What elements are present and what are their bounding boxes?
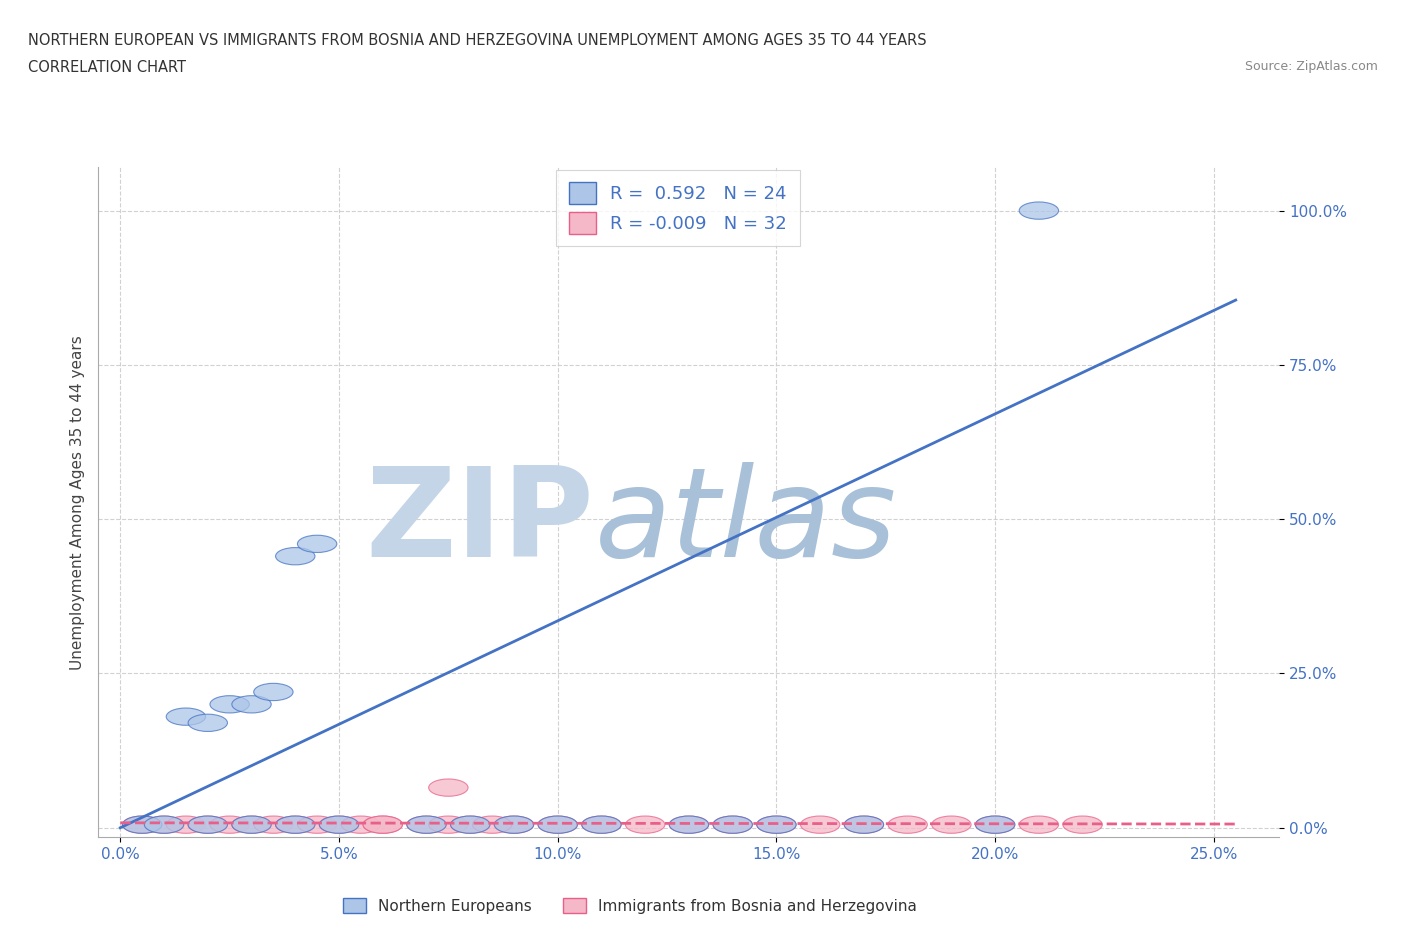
- Ellipse shape: [495, 816, 534, 833]
- Ellipse shape: [472, 816, 512, 833]
- Ellipse shape: [713, 816, 752, 833]
- Ellipse shape: [319, 816, 359, 833]
- Ellipse shape: [429, 816, 468, 833]
- Ellipse shape: [976, 816, 1015, 833]
- Ellipse shape: [298, 536, 337, 552]
- Ellipse shape: [450, 816, 489, 833]
- Ellipse shape: [538, 816, 578, 833]
- Ellipse shape: [713, 816, 752, 833]
- Text: NORTHERN EUROPEAN VS IMMIGRANTS FROM BOSNIA AND HERZEGOVINA UNEMPLOYMENT AMONG A: NORTHERN EUROPEAN VS IMMIGRANTS FROM BOS…: [28, 33, 927, 47]
- Ellipse shape: [166, 708, 205, 725]
- Ellipse shape: [626, 816, 665, 833]
- Text: CORRELATION CHART: CORRELATION CHART: [28, 60, 186, 75]
- Text: Source: ZipAtlas.com: Source: ZipAtlas.com: [1244, 60, 1378, 73]
- Ellipse shape: [429, 779, 468, 796]
- Legend: Northern Europeans, Immigrants from Bosnia and Herzegovina: Northern Europeans, Immigrants from Bosn…: [337, 892, 922, 920]
- Ellipse shape: [406, 816, 446, 833]
- Ellipse shape: [538, 816, 578, 833]
- Ellipse shape: [188, 816, 228, 833]
- Ellipse shape: [976, 816, 1015, 833]
- Ellipse shape: [232, 816, 271, 833]
- Ellipse shape: [253, 684, 292, 700]
- Ellipse shape: [188, 714, 228, 732]
- Y-axis label: Unemployment Among Ages 35 to 44 years: Unemployment Among Ages 35 to 44 years: [69, 335, 84, 670]
- Ellipse shape: [844, 816, 883, 833]
- Text: atlas: atlas: [595, 462, 897, 583]
- Text: ZIP: ZIP: [366, 462, 595, 583]
- Ellipse shape: [166, 816, 205, 833]
- Ellipse shape: [342, 816, 381, 833]
- Ellipse shape: [1063, 816, 1102, 833]
- Ellipse shape: [495, 816, 534, 833]
- Ellipse shape: [319, 816, 359, 833]
- Ellipse shape: [756, 816, 796, 833]
- Ellipse shape: [756, 816, 796, 833]
- Ellipse shape: [232, 816, 271, 833]
- Ellipse shape: [932, 816, 972, 833]
- Ellipse shape: [844, 816, 883, 833]
- Ellipse shape: [253, 816, 292, 833]
- Ellipse shape: [122, 816, 162, 833]
- Ellipse shape: [582, 816, 621, 833]
- Ellipse shape: [276, 548, 315, 565]
- Ellipse shape: [1019, 816, 1059, 833]
- Ellipse shape: [1019, 202, 1059, 219]
- Ellipse shape: [800, 816, 839, 833]
- Ellipse shape: [669, 816, 709, 833]
- Ellipse shape: [276, 816, 315, 833]
- Ellipse shape: [450, 816, 489, 833]
- Ellipse shape: [298, 816, 337, 833]
- Ellipse shape: [889, 816, 928, 833]
- Ellipse shape: [406, 816, 446, 833]
- Ellipse shape: [145, 816, 184, 833]
- Ellipse shape: [209, 696, 249, 713]
- Ellipse shape: [582, 816, 621, 833]
- Ellipse shape: [276, 816, 315, 833]
- Ellipse shape: [669, 816, 709, 833]
- Ellipse shape: [145, 816, 184, 833]
- Ellipse shape: [188, 816, 228, 833]
- Ellipse shape: [232, 696, 271, 713]
- Ellipse shape: [209, 816, 249, 833]
- Ellipse shape: [122, 816, 162, 833]
- Ellipse shape: [363, 816, 402, 833]
- Ellipse shape: [363, 816, 402, 833]
